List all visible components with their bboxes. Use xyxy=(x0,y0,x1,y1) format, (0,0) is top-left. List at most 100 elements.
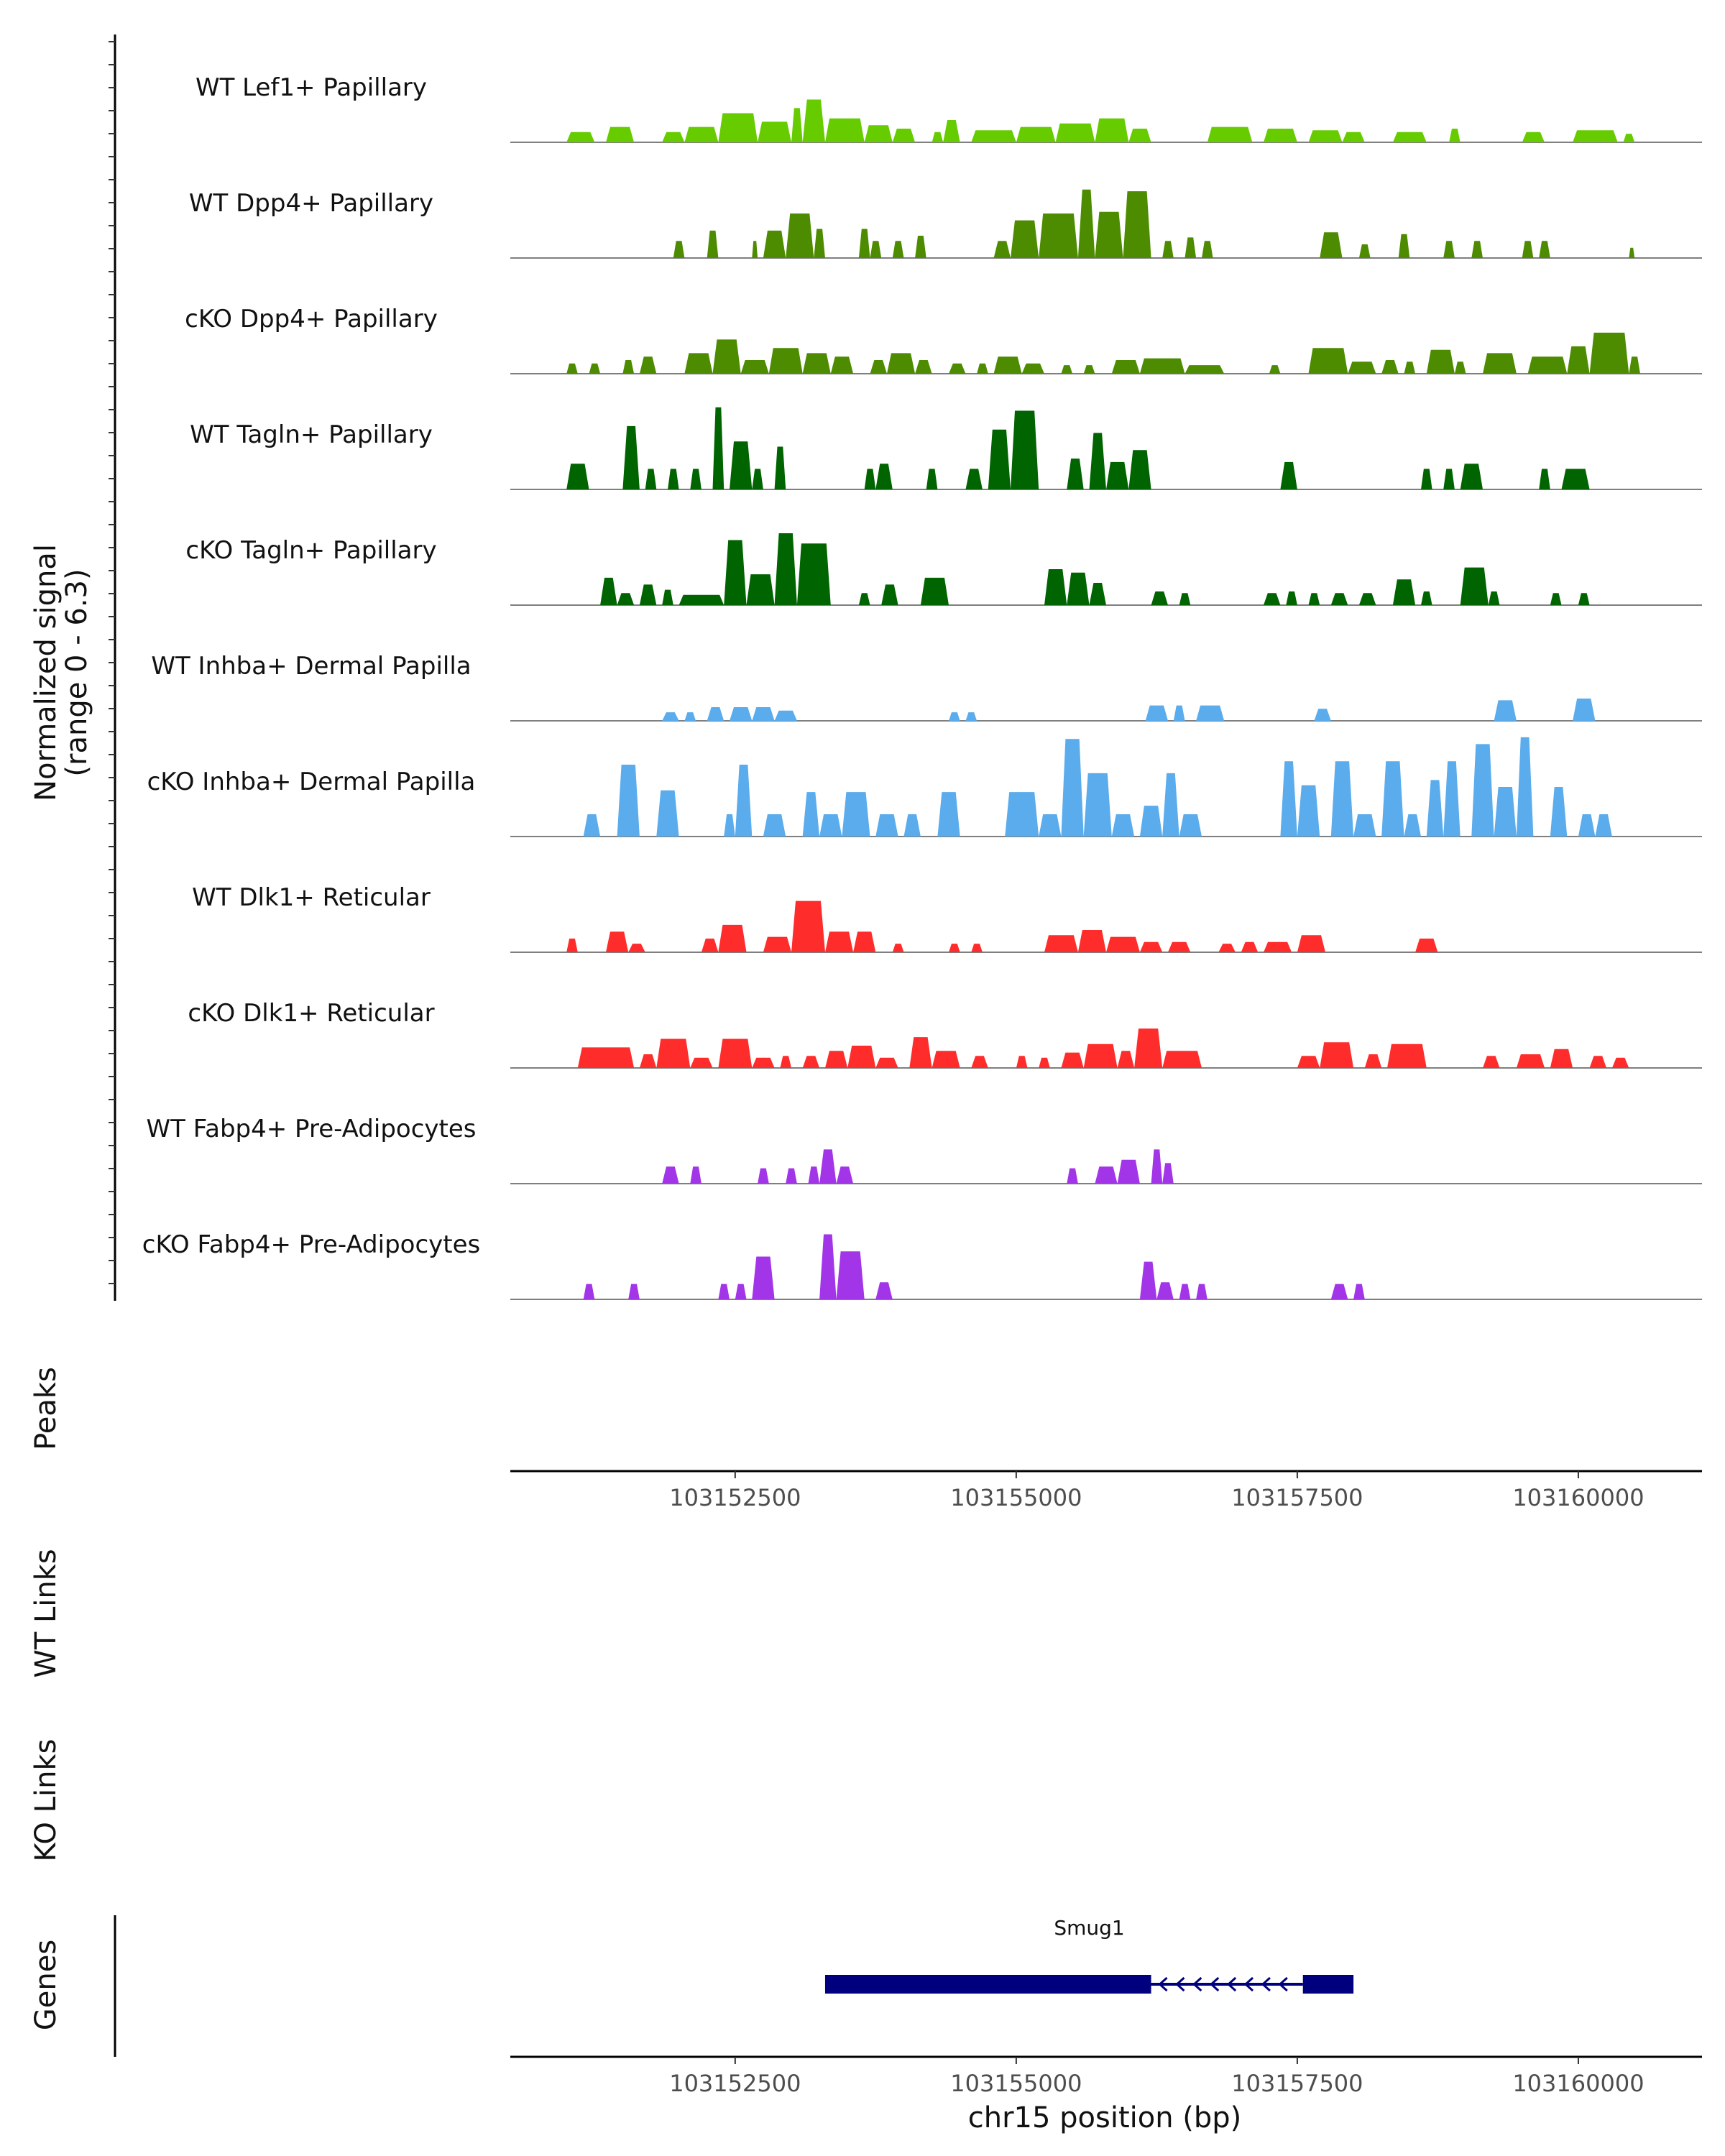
coverage-area xyxy=(825,118,865,142)
coverage-area xyxy=(718,1284,730,1299)
coverage-area xyxy=(690,1057,713,1068)
coverage-area xyxy=(628,944,645,952)
coverage-area xyxy=(1398,234,1410,258)
coverage-area xyxy=(1522,132,1545,142)
coverage-area xyxy=(1280,761,1297,837)
coverage-area xyxy=(718,1038,753,1068)
coverage-area xyxy=(842,792,870,837)
coverage-area xyxy=(875,464,893,489)
coverage-area xyxy=(1207,126,1253,142)
coverage-area xyxy=(943,120,960,142)
coverage-area xyxy=(1611,1057,1629,1068)
coverage-area xyxy=(1111,360,1140,374)
coverage-area xyxy=(1358,244,1371,258)
coverage-area xyxy=(1550,1049,1573,1068)
coverage-area xyxy=(566,132,595,142)
coverage-area xyxy=(662,589,673,605)
coverage-area xyxy=(786,213,814,258)
coverage-area xyxy=(836,1166,854,1184)
coverage-area xyxy=(752,469,763,489)
coverage-y-label-line1: Normalized signal xyxy=(29,544,63,801)
coverage-area xyxy=(1089,583,1106,605)
coverage-area xyxy=(836,1251,865,1299)
strand-arrow xyxy=(1226,1976,1237,1992)
track-6: cKO Inhba+ Dermal Papilla xyxy=(147,737,1702,837)
coverage-area xyxy=(1320,1042,1354,1068)
coverage-area xyxy=(1184,365,1225,374)
track-1: WT Dpp4+ Papillary xyxy=(189,189,1702,259)
coverage-area xyxy=(949,363,966,374)
coverage-area xyxy=(1106,461,1129,489)
track-4: cKO Tagln+ Papillary xyxy=(185,533,1702,606)
track-label: cKO Dlk1+ Reticular xyxy=(188,999,434,1028)
coverage-area xyxy=(858,593,870,605)
coverage-area xyxy=(1353,814,1376,837)
coverage-area xyxy=(752,241,758,258)
coverage-area xyxy=(1381,360,1399,374)
coverage-area xyxy=(758,1168,769,1184)
coverage-area xyxy=(1106,936,1140,952)
coverage-area xyxy=(768,348,803,374)
coverage-area xyxy=(1314,709,1331,721)
coverage-area xyxy=(1488,591,1500,605)
ko-links-panel-label: KO Links xyxy=(29,1739,63,1862)
x-axis-title: chr15 position (bp) xyxy=(968,2101,1242,2134)
coverage-area xyxy=(1095,211,1123,258)
coverage-area xyxy=(1443,469,1455,489)
track-label: WT Dpp4+ Papillary xyxy=(189,189,433,218)
coverage-area xyxy=(566,363,578,374)
coverage-area xyxy=(746,574,775,605)
coverage-area xyxy=(774,710,797,721)
track-9: WT Fabp4+ Pre-Adipocytes xyxy=(147,1115,1702,1184)
coverage-area xyxy=(639,584,657,605)
coverage-area xyxy=(1578,814,1596,837)
coverage-area xyxy=(932,132,944,142)
coverage-area xyxy=(1483,1056,1500,1068)
coverage-area xyxy=(606,931,629,952)
coverage-area xyxy=(892,241,904,258)
coverage-area xyxy=(988,429,1011,489)
coverage-area xyxy=(1348,361,1376,374)
coverage-area xyxy=(763,230,786,258)
coverage-area xyxy=(1179,814,1202,837)
coverage-area xyxy=(1404,361,1416,374)
coverage-area xyxy=(1454,361,1466,374)
coverage-area xyxy=(1623,134,1635,142)
coverage-area xyxy=(1421,469,1432,489)
coverage-area xyxy=(1364,1054,1382,1068)
coverage-area xyxy=(892,129,916,142)
coverage-area xyxy=(1044,569,1067,605)
track-2: cKO Dpp4+ Papillary xyxy=(185,305,1702,374)
coverage-area xyxy=(1426,780,1444,837)
coverage-area xyxy=(1173,705,1185,721)
coverage-area xyxy=(875,814,898,837)
coverage-area xyxy=(1415,939,1438,952)
coverage-area xyxy=(847,1046,876,1068)
coverage-area xyxy=(730,707,753,721)
peaks-panel-label: Peaks xyxy=(29,1367,63,1450)
gene-exon-block xyxy=(1302,1975,1354,1994)
coverage-area xyxy=(577,1047,635,1068)
coverage-area xyxy=(707,230,719,258)
coverage-area xyxy=(656,790,679,837)
coverage-area xyxy=(965,469,983,489)
coverage-area xyxy=(1589,1056,1606,1068)
track-label: WT Fabp4+ Pre-Adipocytes xyxy=(147,1115,477,1143)
coverage-area xyxy=(1264,129,1297,142)
track-label: cKO Fabp4+ Pre-Adipocytes xyxy=(142,1230,481,1259)
coverage-area xyxy=(1297,935,1325,952)
coverage-area xyxy=(881,584,898,605)
coverage-area xyxy=(887,353,916,374)
coverage-area xyxy=(763,814,786,837)
coverage-area xyxy=(786,1168,797,1184)
coverage-area xyxy=(656,1038,691,1068)
coverage-area xyxy=(909,1037,932,1068)
coverage-area xyxy=(1011,220,1039,258)
coverage-area xyxy=(1550,787,1568,837)
genes-x-axis: 103152500 103155000 103157500 103160000 xyxy=(669,2057,1644,2097)
coverage-area xyxy=(628,1284,640,1299)
coverage-area xyxy=(1392,132,1427,142)
coverage-area xyxy=(1449,129,1460,142)
coverage-area xyxy=(1516,1054,1545,1068)
coverage-area xyxy=(971,944,983,952)
